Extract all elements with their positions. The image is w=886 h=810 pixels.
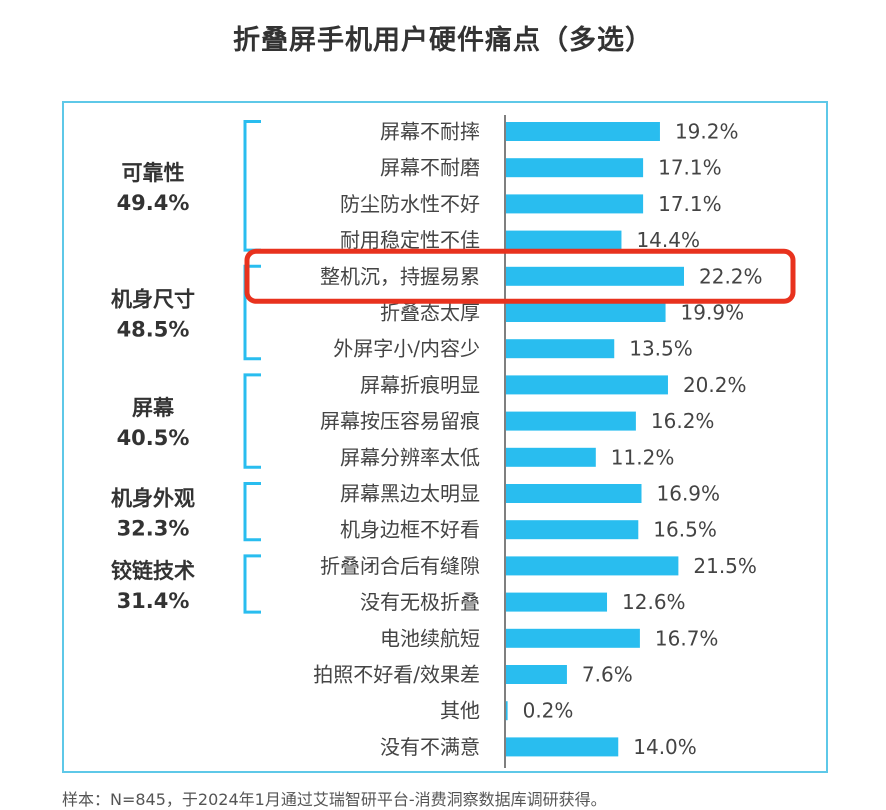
value-label: 14.0% <box>633 735 697 759</box>
value-label: 20.2% <box>683 373 747 397</box>
bar <box>506 194 644 214</box>
category-label: 没有不满意 <box>380 735 480 759</box>
bar <box>506 701 508 721</box>
value-label: 17.1% <box>658 156 722 180</box>
group-value: 48.5% <box>117 318 190 342</box>
category-label: 外屏字小/内容少 <box>333 337 480 361</box>
bar <box>506 411 636 431</box>
category-label: 屏幕折痕明显 <box>360 373 480 397</box>
bar <box>506 266 684 286</box>
category-label: 屏幕不耐摔 <box>380 120 480 144</box>
value-label: 16.9% <box>657 482 721 506</box>
category-label: 屏幕不耐磨 <box>380 156 480 180</box>
chart-frame <box>62 101 828 773</box>
footnote: 样本：N=845，于2024年1月通过艾瑞智研平台-消费洞察数据库调研获得。 <box>62 790 607 809</box>
category-label: 其他 <box>440 699 480 723</box>
group-value: 32.3% <box>117 517 190 541</box>
group-bracket <box>243 554 261 614</box>
bar <box>506 122 660 141</box>
category-label: 折叠态太厚 <box>380 301 480 325</box>
bar <box>506 665 567 684</box>
value-label: 22.2% <box>699 264 763 288</box>
category-label: 防尘防水性不好 <box>340 192 480 216</box>
bar <box>506 158 644 178</box>
bar <box>506 628 640 648</box>
group-name: 铰链技术 <box>111 559 195 583</box>
category-label: 整机沉，持握易累 <box>320 264 480 288</box>
bar <box>506 339 615 359</box>
group-bracket <box>243 120 261 252</box>
value-label: 19.9% <box>681 301 745 325</box>
value-label: 21.5% <box>693 554 757 578</box>
value-label: 17.1% <box>658 192 722 216</box>
bar <box>506 737 619 757</box>
category-label: 耐用稳定性不佳 <box>340 228 480 252</box>
group-bracket <box>243 264 261 361</box>
group-value: 31.4% <box>117 589 190 613</box>
value-label: 16.5% <box>653 518 717 542</box>
category-label: 折叠闭合后有缝隙 <box>320 554 480 578</box>
bar <box>506 592 608 612</box>
bar <box>506 447 596 467</box>
bar <box>506 303 666 322</box>
value-label: 11.2% <box>611 445 675 469</box>
group-name: 可靠性 <box>122 161 185 185</box>
value-label: 13.5% <box>629 337 693 361</box>
group-bracket <box>243 482 261 542</box>
group-bracket <box>243 373 261 469</box>
group-value: 49.4% <box>117 191 190 215</box>
value-label: 7.6% <box>582 663 633 687</box>
bar <box>506 375 668 395</box>
category-label: 拍照不好看/效果差 <box>313 663 480 687</box>
group-name: 机身外观 <box>111 487 195 511</box>
category-label: 电池续航短 <box>380 626 480 650</box>
bar <box>506 556 679 576</box>
category-label: 机身边框不好看 <box>340 518 480 542</box>
value-label: 12.6% <box>622 590 686 614</box>
value-label: 14.4% <box>636 228 700 252</box>
value-label: 0.2% <box>523 699 574 723</box>
category-label: 屏幕分辨率太低 <box>340 445 480 469</box>
category-label: 没有无极折叠 <box>360 590 480 614</box>
value-label: 19.2% <box>675 120 739 144</box>
category-label: 屏幕黑边太明显 <box>340 482 480 506</box>
bar <box>506 230 622 250</box>
bar <box>506 484 642 503</box>
group-name: 机身尺寸 <box>111 288 195 312</box>
value-label: 16.2% <box>651 409 715 433</box>
group-name: 屏幕 <box>132 396 175 420</box>
value-label: 16.7% <box>655 626 719 650</box>
bar <box>506 520 639 540</box>
highlight-box <box>244 248 796 304</box>
chart-title: 折叠屏手机用户硬件痛点（多选） <box>233 25 653 56</box>
category-label: 屏幕按压容易留痕 <box>320 409 480 433</box>
group-value: 40.5% <box>117 426 190 450</box>
